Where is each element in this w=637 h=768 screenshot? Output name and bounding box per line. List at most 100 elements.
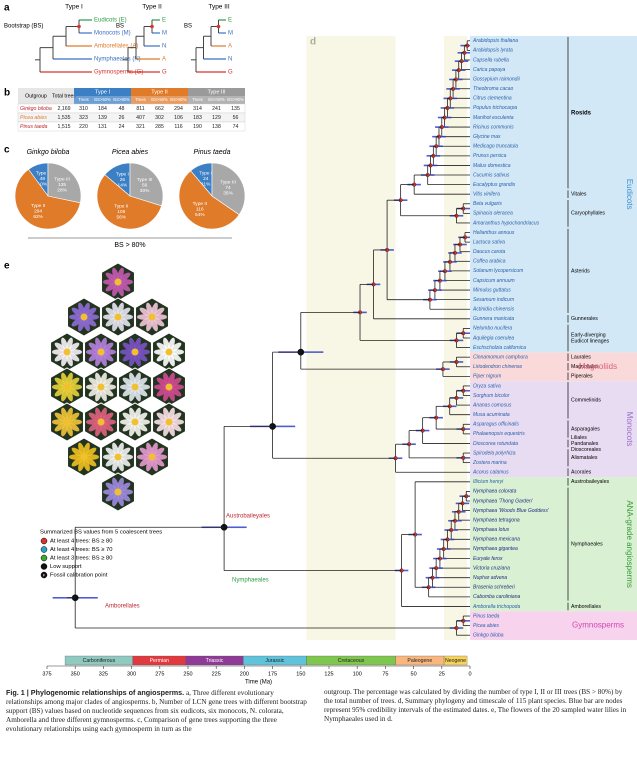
x-tick-label: 150 [296,671,305,677]
petal [118,492,131,502]
order-label: Amborellales [571,604,601,610]
table-cell: 407 [136,115,145,121]
x-tick-label: 350 [71,671,80,677]
tree-clade-label: Nymphaeales [232,578,269,584]
species-label: Helianthus annuus [473,230,515,236]
pie-label: 35% [223,190,233,196]
pie-slice [47,162,82,204]
table-cell: 183 [193,115,202,121]
flower-center [97,348,105,356]
petal [54,377,67,387]
species-label: Nelumbo nucifera [473,326,512,332]
pie-label: 54% [195,212,205,218]
x-tick-label: 375 [42,671,51,677]
species-label: Dioscorea rotundata [473,441,518,447]
species-label: Eschscholzia californica [473,345,526,351]
flower-center [165,348,173,356]
flower-center [165,418,173,426]
petal [100,337,107,352]
species-label: Cucumis sativus [473,172,510,178]
petal [54,352,67,362]
species-label: Mimulus guttatus [473,287,511,293]
petal [163,387,170,402]
table-group-header [188,88,245,96]
pie-label: 28% [57,187,67,193]
flower-center [131,348,139,356]
petal [169,352,182,362]
pie-label: Type I [116,171,129,177]
order-label: Eudicot lineages [571,338,609,344]
clade-label: Magnoliids [579,362,617,371]
species-label: Coffea arabica [473,259,506,265]
petal [67,377,80,387]
petal [134,337,141,352]
species-label: Amborella trichopoda [472,604,520,610]
petal [95,352,102,367]
species-label: Capsella rubella [473,57,509,63]
pie-slice [14,168,81,230]
species-label: Spirodela polyrhiza [473,450,516,456]
petal [67,352,80,362]
petal [139,317,152,327]
pie-title: Pinus taeda [194,149,231,156]
panel-letter: e [4,261,10,272]
species-label: Nymphaea lotus [473,527,510,533]
petal [95,387,102,402]
flower-center [63,348,71,356]
table-subheader-bg [188,96,245,104]
clade-band [470,611,637,640]
pie-label: Type III [137,177,153,183]
petal [100,407,107,422]
pie-label: 106 [117,209,125,215]
clade-band [470,477,637,612]
legend-symbol [40,554,48,562]
species-label: Solanum lycopersicum [473,268,523,274]
order-label: Piperales [571,374,593,380]
legend-title: Summarized BS values from 5 coalescent t… [40,530,162,536]
petal [169,422,182,432]
caption-right: outgroup. The percentage was calculated … [324,688,627,723]
species-label: Nymphaea 'Thong Garden' [473,498,534,504]
petal [88,422,101,432]
petal [78,317,85,332]
table-subheader: BS>80% [113,97,130,102]
species-label: Capsicum annuum [473,278,515,284]
table-cell: 220 [79,124,88,130]
pie-slice [129,162,164,207]
species-label: Prunus persica [473,153,507,159]
petal [122,422,135,432]
petal [54,422,67,432]
petal [83,442,90,457]
leaf-label: Monocots (M) [94,31,131,37]
species-label: Glycine max [473,134,501,140]
table-cell: 310 [79,106,88,112]
table-cell: 2,169 [58,106,71,112]
table-cell: 74 [233,124,239,130]
flower-center [80,313,88,321]
leaf-label: Nymphaeales (N) [94,57,141,63]
petal [156,422,169,432]
petal [135,412,148,422]
petal [146,457,153,472]
type-title: Type I [65,4,83,11]
species-label: Theobroma cacao [473,86,514,92]
petal [139,307,152,317]
species-label: Cinnamomum camphora [473,355,528,361]
order-label: Laurales [571,355,591,361]
species-label: Liriodendron chinense [473,364,522,370]
period-label: Paleogene [407,658,432,664]
period-label: Neogene [445,658,466,664]
panel-letter: b [4,88,10,99]
petal [61,422,68,437]
petal [117,267,124,282]
petal [169,412,182,422]
leaf-label: Eudicots (E) [94,18,127,24]
petal [101,352,114,362]
pie-label: 48 [40,176,46,182]
petal [78,457,85,472]
petal [118,307,131,317]
species-label: Medicago truncatula [473,144,518,150]
petal [66,407,73,422]
table-subheader: BS>80% [227,97,244,102]
leaf-label: A [228,44,232,50]
